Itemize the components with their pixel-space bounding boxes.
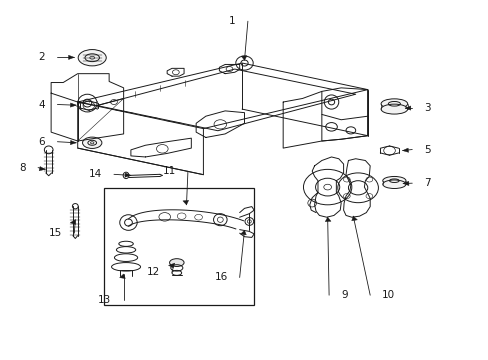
Text: 5: 5 bbox=[424, 144, 430, 154]
Text: 4: 4 bbox=[39, 99, 45, 109]
Text: 11: 11 bbox=[163, 166, 176, 176]
Polygon shape bbox=[325, 217, 330, 222]
Ellipse shape bbox=[82, 137, 102, 148]
Polygon shape bbox=[124, 173, 131, 177]
Polygon shape bbox=[70, 103, 76, 107]
Ellipse shape bbox=[169, 259, 183, 266]
Polygon shape bbox=[70, 220, 76, 224]
Polygon shape bbox=[120, 274, 125, 279]
Bar bbox=[104, 188, 254, 305]
Text: 12: 12 bbox=[146, 267, 160, 277]
Text: 7: 7 bbox=[424, 178, 430, 188]
Polygon shape bbox=[404, 106, 410, 110]
Text: 14: 14 bbox=[88, 169, 102, 179]
Text: 9: 9 bbox=[341, 290, 347, 300]
Ellipse shape bbox=[382, 180, 405, 189]
Text: 6: 6 bbox=[39, 137, 45, 147]
Polygon shape bbox=[70, 140, 76, 145]
Polygon shape bbox=[402, 181, 408, 185]
Text: 3: 3 bbox=[424, 103, 430, 113]
Polygon shape bbox=[240, 230, 246, 235]
Polygon shape bbox=[402, 148, 408, 152]
Polygon shape bbox=[168, 263, 174, 268]
Text: 16: 16 bbox=[214, 273, 227, 283]
Polygon shape bbox=[241, 56, 246, 60]
Text: 15: 15 bbox=[49, 228, 62, 238]
Ellipse shape bbox=[382, 176, 405, 185]
Text: 13: 13 bbox=[98, 295, 111, 305]
Polygon shape bbox=[39, 167, 45, 171]
Text: 2: 2 bbox=[39, 52, 45, 62]
Ellipse shape bbox=[78, 50, 106, 66]
Polygon shape bbox=[351, 216, 357, 221]
Text: 1: 1 bbox=[229, 16, 235, 26]
Ellipse shape bbox=[380, 104, 407, 114]
Text: 8: 8 bbox=[20, 163, 26, 172]
Ellipse shape bbox=[380, 99, 407, 109]
Polygon shape bbox=[68, 55, 74, 59]
Text: 10: 10 bbox=[382, 290, 395, 300]
Polygon shape bbox=[183, 200, 188, 205]
